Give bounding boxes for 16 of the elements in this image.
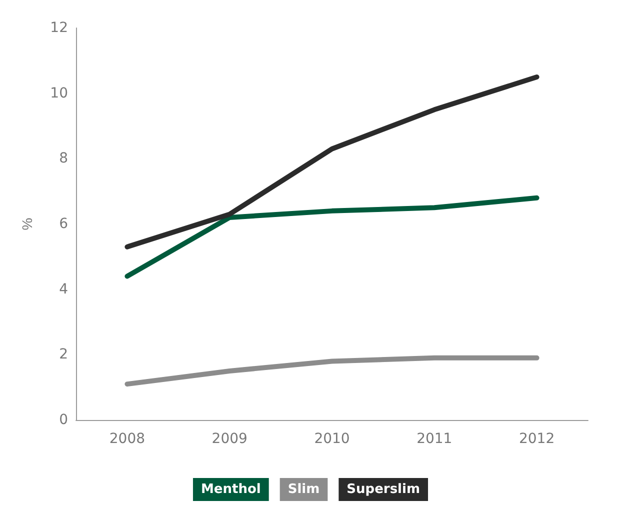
y-axis-title: % bbox=[19, 218, 35, 230]
x-tick-label: 2009 bbox=[212, 431, 248, 447]
y-tick-label: 2 bbox=[59, 346, 68, 363]
x-tick-label: 2010 bbox=[314, 431, 350, 447]
y-tick-label: 6 bbox=[59, 216, 68, 232]
text: Menthol bbox=[200, 482, 261, 497]
x-tick-label: 2011 bbox=[416, 431, 452, 447]
x-tick-label: 2008 bbox=[109, 431, 146, 447]
y-tick-label: 8 bbox=[59, 150, 68, 167]
y-tick-label: 0 bbox=[59, 412, 68, 428]
text: Superslim bbox=[346, 482, 420, 497]
text: Slim bbox=[288, 482, 320, 497]
y-tick-label: 10 bbox=[50, 85, 68, 102]
x-tick-label: 2012 bbox=[518, 431, 555, 447]
y-tick-label: 12 bbox=[50, 20, 68, 36]
y-tick-label: 4 bbox=[59, 281, 68, 298]
